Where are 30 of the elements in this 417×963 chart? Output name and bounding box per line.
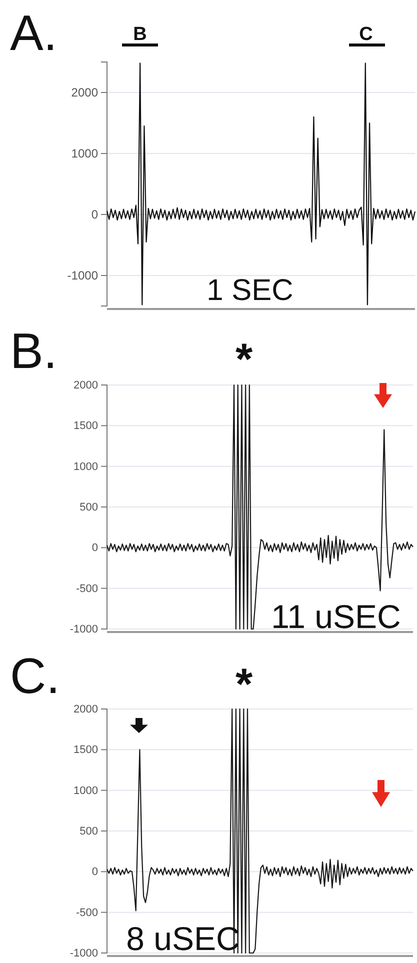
y-tick-label: 2000 — [71, 85, 98, 100]
y-tick-label: 1500 — [74, 420, 98, 432]
chart-title: C. — [10, 648, 60, 704]
chart-title: A. — [10, 5, 58, 61]
y-tick-label: 1000 — [74, 784, 98, 797]
y-tick-label: 1500 — [74, 744, 98, 756]
line-series — [106, 708, 414, 954]
y-tick-label: 500 — [80, 826, 98, 838]
y-tick-label: 1000 — [71, 146, 98, 160]
y-tick-label: 1000 — [74, 460, 98, 473]
y-tick-label: -500 — [76, 906, 98, 919]
y-tick-label: 0 — [92, 542, 98, 554]
y-tick-label: -1000 — [70, 948, 98, 960]
annotation: 1 SEC — [206, 274, 294, 307]
text: B — [133, 24, 147, 45]
y-tick-label: 2000 — [74, 704, 98, 716]
y-tick-label: 2000 — [74, 380, 98, 392]
chart-title: B. — [10, 323, 58, 379]
y-tick-label: -1000 — [70, 624, 98, 636]
y-tick-label: 0 — [91, 207, 98, 222]
text: * — [235, 335, 254, 384]
y-tick-label: -1000 — [67, 268, 98, 282]
line-series — [106, 62, 416, 306]
y-tick-label: -500 — [76, 582, 98, 595]
y-tick-label: 500 — [80, 502, 98, 514]
annotation: 11 uSEC — [271, 598, 401, 635]
text: C — [359, 24, 374, 45]
y-tick-label: 0 — [92, 866, 98, 878]
line-series — [106, 384, 414, 630]
annotation: * — [235, 660, 254, 709]
